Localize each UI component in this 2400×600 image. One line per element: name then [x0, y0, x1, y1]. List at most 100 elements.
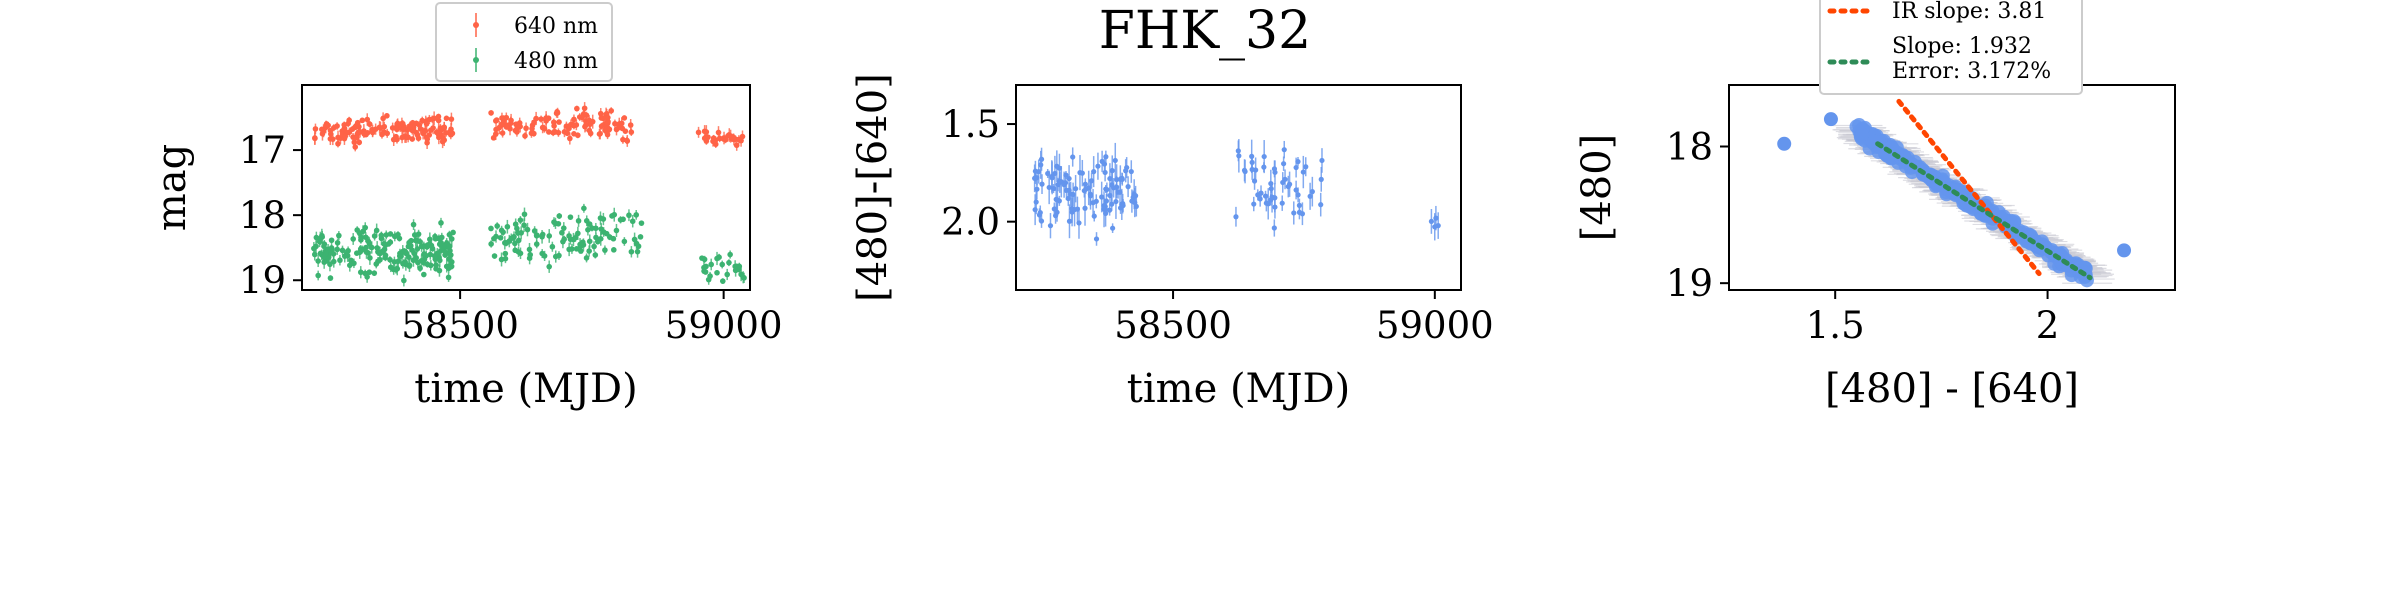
data-point-640-nm [695, 129, 702, 136]
data-point-640-nm [703, 129, 710, 135]
data-point-480-nm [521, 211, 528, 218]
data-point-480-nm [445, 274, 452, 281]
color-point [1056, 198, 1062, 204]
data-point-480-nm [363, 249, 370, 255]
data-point-640-nm [356, 139, 363, 146]
color-point [1070, 191, 1076, 198]
data-point-640-nm [503, 124, 510, 130]
data-point-480-nm [512, 247, 519, 254]
data-point-480-nm [411, 232, 418, 238]
data-point-640-nm [616, 122, 623, 129]
data-point-480-nm [350, 236, 356, 242]
data-point-640-nm [342, 133, 349, 140]
data-point-480-nm [634, 248, 641, 255]
x-axis-label: time (MJD) [414, 366, 637, 412]
data-point-640-nm [624, 137, 630, 144]
data-point-480-nm [427, 236, 433, 243]
data-point-640-nm [325, 122, 331, 129]
data-point-480-nm [726, 259, 732, 266]
x-tick-label: 59000 [1376, 304, 1494, 347]
color-point [1272, 204, 1278, 210]
data-point-480-nm [570, 236, 577, 243]
data-point-480-nm [409, 247, 415, 253]
data-point-480-nm [629, 218, 636, 225]
data-point-480-nm [714, 255, 720, 262]
data-point-640-nm [389, 125, 396, 131]
color-point [1124, 164, 1130, 171]
data-point-480-nm [327, 261, 333, 268]
data-point-480-nm [573, 246, 580, 252]
color-point [1077, 170, 1083, 176]
data-point-480-nm [602, 247, 608, 253]
color-point [1032, 175, 1038, 181]
data-point-640-nm [733, 142, 740, 149]
color-point [1128, 168, 1134, 175]
color-point [1032, 207, 1038, 213]
data-point-480-nm [408, 237, 415, 244]
data-point-480-nm [517, 217, 524, 223]
data-point-640-nm [413, 120, 420, 127]
data-point-480-nm [708, 261, 715, 268]
data-point-480-nm [424, 242, 431, 248]
data-point-640-nm [627, 122, 634, 128]
data-point-640-nm [573, 122, 580, 128]
figure-title: FHK_32 [1099, 1, 1311, 61]
data-point-480-nm [552, 220, 559, 227]
data-point-480-nm [556, 213, 563, 219]
data-point-640-nm [597, 130, 603, 137]
data-point-640-nm [312, 126, 319, 132]
color-point [1095, 163, 1101, 169]
data-point-480-nm [445, 256, 452, 262]
color-point [1063, 172, 1069, 178]
color-point [1319, 157, 1325, 164]
data-point-480-nm [569, 246, 575, 252]
color-point [1082, 205, 1088, 211]
data-point-640-nm [613, 126, 620, 133]
data-point-480-nm [365, 238, 372, 245]
color-magnitude-panel: 1.5 2 18 19 [480] - [640] [480] IR slope: 3.81… [1574, 0, 2176, 412]
color-point [1061, 182, 1067, 188]
data-point-480-nm [334, 246, 341, 253]
data-point-480-nm [549, 243, 556, 250]
color-point [1066, 218, 1073, 224]
color-point [1251, 201, 1257, 207]
data-point-640-nm [538, 116, 544, 122]
data-point-640-nm [400, 126, 406, 133]
data-point-480-nm [539, 234, 545, 240]
axes-frame [301, 84, 751, 291]
data-point-480-nm [628, 248, 635, 255]
color-point [1258, 190, 1264, 196]
color-point [1104, 186, 1110, 193]
data-point-640-nm [499, 130, 506, 136]
data-point-640-nm [439, 138, 446, 145]
color-point [1082, 181, 1088, 187]
color-point [1037, 209, 1043, 216]
color-point [1046, 184, 1052, 191]
color-point [1107, 192, 1113, 199]
color-point [1038, 162, 1044, 168]
data-point-480-nm [396, 235, 403, 242]
color-point [1103, 154, 1109, 160]
legend-label: 640 nm [514, 14, 598, 39]
color-point [1280, 179, 1286, 186]
data-point-480-nm [354, 250, 360, 256]
data-point-480-nm [311, 245, 317, 252]
data-point-480-nm [368, 244, 375, 251]
color-point [1271, 225, 1277, 231]
data-point-480-nm [445, 265, 452, 272]
color-point [1242, 168, 1248, 175]
data-point-480-nm [315, 272, 321, 279]
color-point [1101, 206, 1107, 212]
data-point-640-nm [399, 134, 405, 141]
color-point [1307, 193, 1313, 199]
data-point-640-nm [394, 120, 401, 127]
color-point [1249, 166, 1255, 173]
color-point [1091, 169, 1097, 175]
color-point [1249, 153, 1255, 159]
data-point-640-nm [361, 131, 367, 137]
data-point-640-nm [715, 129, 722, 136]
data-point-640-nm [364, 116, 371, 123]
data-point-640-nm [349, 126, 356, 132]
data-point-480-nm [515, 237, 522, 244]
data-point-480-nm [385, 241, 392, 247]
